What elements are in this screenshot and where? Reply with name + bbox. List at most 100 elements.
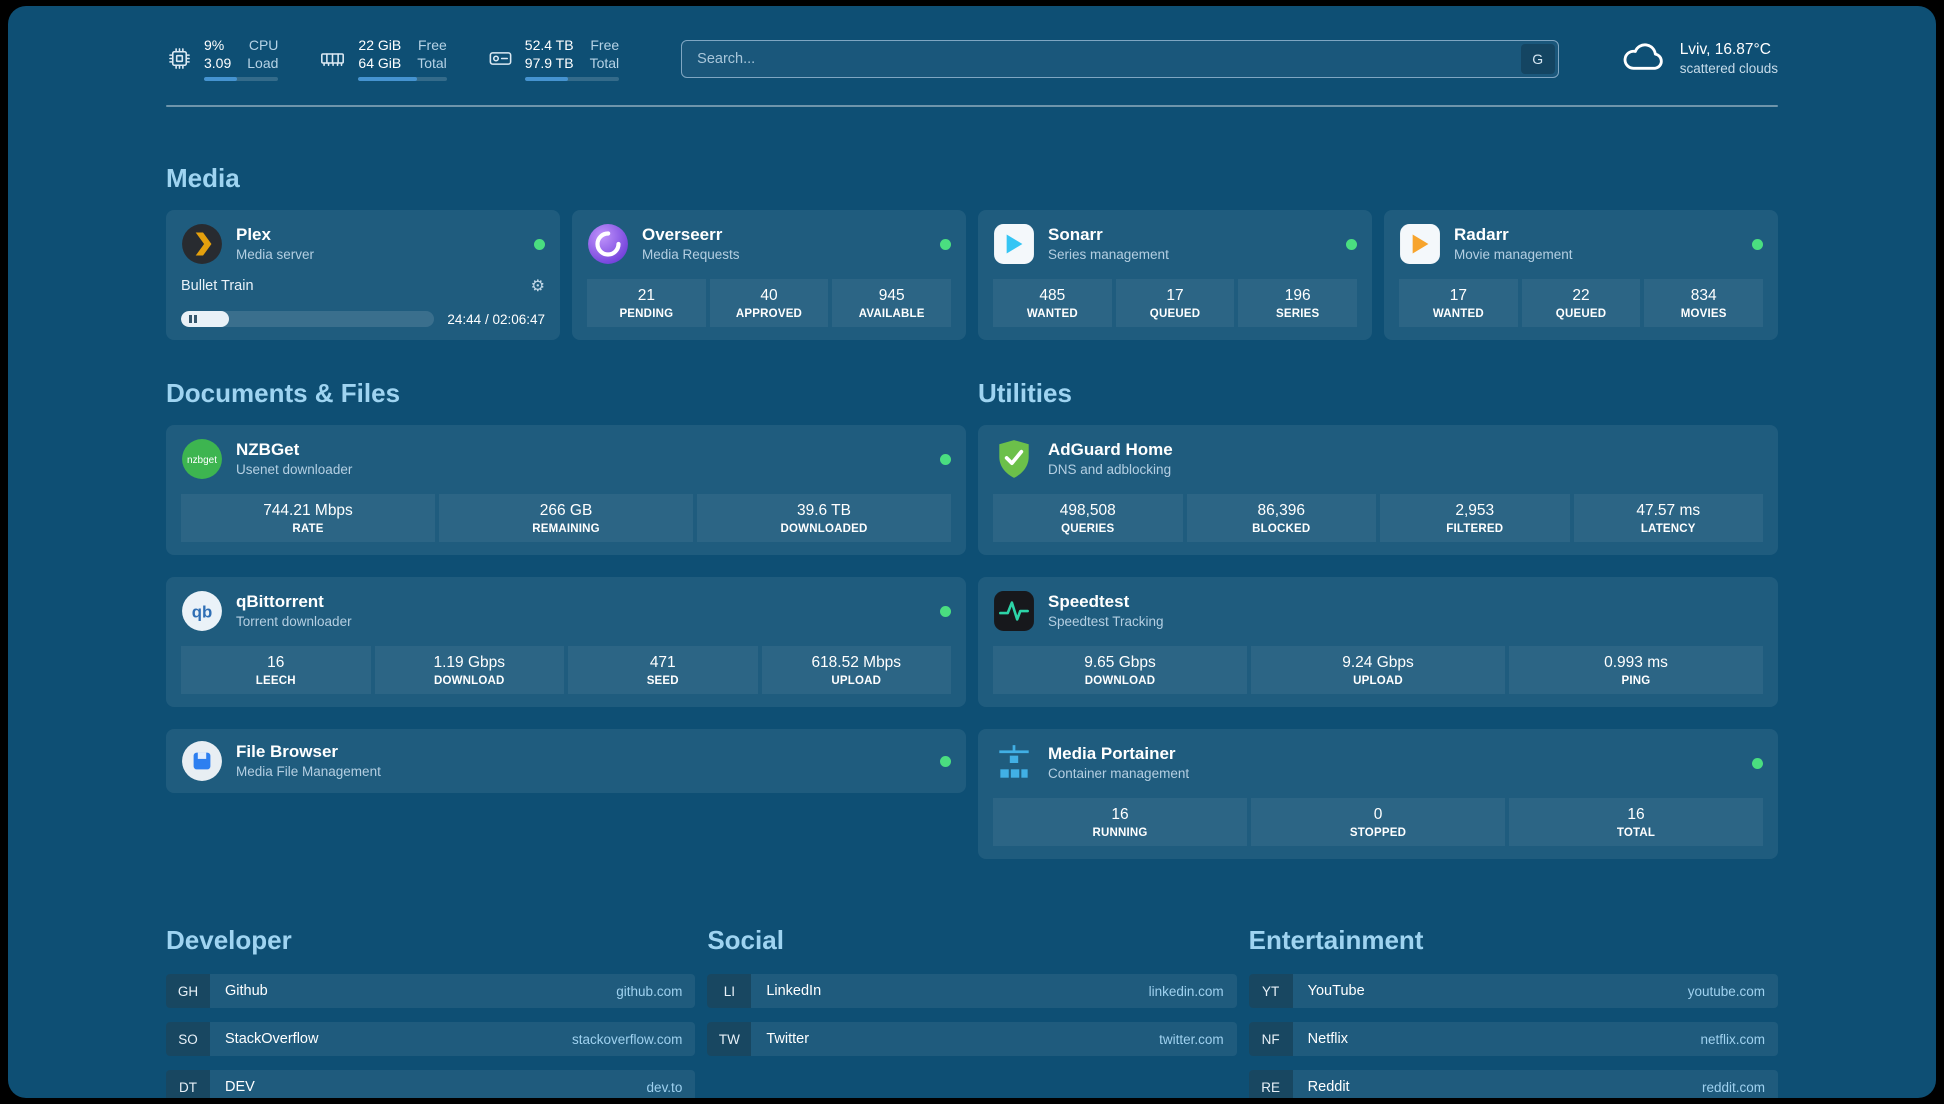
bookmark-stackoverflow[interactable]: SO StackOverflow stackoverflow.com	[166, 1022, 696, 1056]
stat-value: 744.21 Mbps	[263, 502, 353, 519]
memory-total-label: Total	[417, 55, 447, 71]
bookmark-github[interactable]: GH Github github.com	[166, 974, 696, 1008]
bookmark-twitter[interactable]: TW Twitter twitter.com	[707, 1022, 1237, 1056]
app-card-adguard[interactable]: AdGuard Home DNS and adblocking 498,508 …	[978, 425, 1778, 555]
disk-usage-bar-fill	[524, 77, 569, 81]
svg-text:nzbget: nzbget	[187, 455, 217, 466]
app-card-overseerr[interactable]: Overseerr Media Requests 21 PENDING 40 A…	[572, 210, 966, 340]
stat-value: 16	[267, 654, 285, 671]
app-card-plex[interactable]: Plex Media server Bullet Train ⚙	[166, 210, 560, 340]
stat-label: SERIES	[1275, 308, 1320, 320]
app-title: Plex	[236, 225, 271, 244]
app-subtitle: Torrent downloader	[236, 614, 352, 629]
stat-value: 498,508	[1059, 502, 1116, 519]
playback-time: 24:44 / 02:06:47	[447, 311, 545, 327]
disk-usage-bar	[524, 77, 620, 81]
pause-icon[interactable]	[189, 315, 197, 323]
stat-label: DOWNLOAD	[1084, 675, 1156, 687]
status-dot-online	[940, 755, 951, 767]
stat-label: RUNNING	[1092, 827, 1148, 839]
bookmark-name: Github	[225, 983, 268, 999]
now-playing-title: Bullet Train	[181, 278, 254, 294]
stat-value: 834	[1690, 287, 1717, 304]
dashboard-content: 9% 3.09 CPU Load	[8, 6, 1936, 1098]
gear-icon[interactable]: ⚙	[530, 278, 545, 295]
bookmark-linkedin[interactable]: LI LinkedIn linkedin.com	[707, 974, 1237, 1008]
memory-icon	[318, 45, 347, 72]
app-subtitle: Media server	[236, 247, 315, 262]
disk-icon	[487, 45, 514, 72]
app-card-portainer[interactable]: Media Portainer Container management 16 …	[978, 729, 1778, 859]
stat-label: SEED	[646, 675, 679, 687]
stat-label: APPROVED	[735, 308, 803, 320]
bookmark-youtube[interactable]: YT YouTube youtube.com	[1248, 974, 1778, 1008]
bookmark-netflix[interactable]: NF Netflix netflix.com	[1248, 1022, 1778, 1056]
app-subtitle: Usenet downloader	[236, 462, 353, 477]
bookmark-abbr: RE	[1248, 1070, 1293, 1098]
bookmark-url: reddit.com	[1701, 1079, 1765, 1095]
disk-widget: 52.4 TB 97.9 TB Free Total	[487, 36, 620, 81]
app-card-filebrowser[interactable]: File Browser Media File Management	[166, 729, 966, 793]
stat-box: 196 SERIES	[1238, 279, 1358, 327]
section-developer: Developer GH Github github.com SO StackO…	[166, 925, 696, 1098]
weather-location: Lviv, 16.87°C	[1679, 41, 1771, 58]
memory-usage-bar	[358, 77, 447, 81]
plex-player: 24:44 / 02:06:47	[181, 301, 545, 327]
bookmark-abbr: NF	[1248, 1022, 1293, 1056]
adguard-icon	[999, 440, 1029, 478]
app-card-nzbget[interactable]: nzbget NZBGet Usenet downloader 744.21 M…	[166, 425, 966, 555]
stats-row: 16 LEECH 1.19 Gbps DOWNLOAD 471 SEED	[181, 632, 951, 694]
app-card-speedtest[interactable]: Speedtest Speedtest Tracking 9.65 Gbps D…	[978, 577, 1778, 707]
app-subtitle: Media File Management	[236, 764, 381, 779]
section-title-media: Media	[166, 163, 240, 193]
memory-total-value: 64 GiB	[358, 55, 402, 71]
stat-value: 2,953	[1455, 502, 1495, 519]
weather-widget[interactable]: Lviv, 16.87°C scattered clouds	[1621, 39, 1778, 78]
stat-label: MOVIES	[1680, 308, 1727, 320]
stat-label: DOWNLOADED	[780, 523, 868, 535]
stat-box: 17 QUEUED	[1115, 279, 1235, 327]
speedtest-icon	[994, 591, 1034, 631]
bookmark-url: github.com	[616, 983, 683, 999]
search-input[interactable]	[682, 50, 1518, 67]
app-card-sonarr[interactable]: Sonarr Series management 485 WANTED 17 Q…	[978, 210, 1372, 340]
cpu-icon	[166, 45, 193, 72]
section-title-developer: Developer	[166, 925, 292, 955]
stat-value: 17	[1166, 287, 1184, 304]
disk-free-value: 52.4 TB	[524, 37, 574, 53]
disk-free-label: Free	[590, 37, 620, 53]
disk-total-label: Total	[589, 55, 620, 71]
stat-value: 945	[878, 287, 905, 304]
stat-box: 834 MOVIES	[1644, 279, 1764, 327]
stat-box: 744.21 Mbps RATE	[181, 494, 435, 542]
app-title: Media Portainer	[1048, 744, 1176, 763]
nzbget-icon: nzbget	[182, 439, 222, 479]
search-bar: G	[681, 39, 1559, 78]
bookmark-name: YouTube	[1307, 983, 1365, 999]
stats-row: 485 WANTED 17 QUEUED 196 SERIES	[993, 265, 1358, 327]
bookmark-name: Reddit	[1307, 1079, 1350, 1095]
status-dot-online	[534, 238, 545, 250]
playback-progress-bar[interactable]	[181, 311, 435, 327]
app-card-radarr[interactable]: Radarr Movie management 17 WANTED 22 QUE…	[1384, 210, 1778, 340]
stat-box: 21 PENDING	[587, 279, 706, 327]
status-dot-online	[1752, 757, 1763, 769]
bookmark-dev[interactable]: DT DEV dev.to	[166, 1070, 696, 1098]
stats-row: 744.21 Mbps RATE 266 GB REMAINING 39.6 T…	[181, 480, 951, 542]
stat-box: 2,953 FILTERED	[1380, 494, 1570, 542]
section-utilities: Utilities AdGuard Home DNS and adblockin…	[978, 378, 1778, 859]
cloud-icon	[1621, 39, 1667, 78]
stat-box: 16 TOTAL	[1509, 798, 1763, 846]
stat-value: 0.993 ms	[1604, 654, 1668, 671]
stat-box: 47.57 ms LATENCY	[1573, 494, 1763, 542]
search-engine-button[interactable]: G	[1520, 43, 1555, 74]
stat-label: STOPPED	[1349, 827, 1407, 839]
stat-value: 618.52 Mbps	[811, 654, 902, 671]
cpu-usage-bar	[204, 77, 279, 81]
stat-box: 498,508 QUERIES	[993, 494, 1183, 542]
radarr-icon	[1400, 224, 1440, 264]
app-title: AdGuard Home	[1048, 440, 1173, 459]
stat-label: REMAINING	[532, 523, 600, 535]
bookmark-reddit[interactable]: RE Reddit reddit.com	[1248, 1070, 1778, 1098]
app-card-qbittorrent[interactable]: qb qBittorrent Torrent downloader 16	[166, 577, 966, 707]
